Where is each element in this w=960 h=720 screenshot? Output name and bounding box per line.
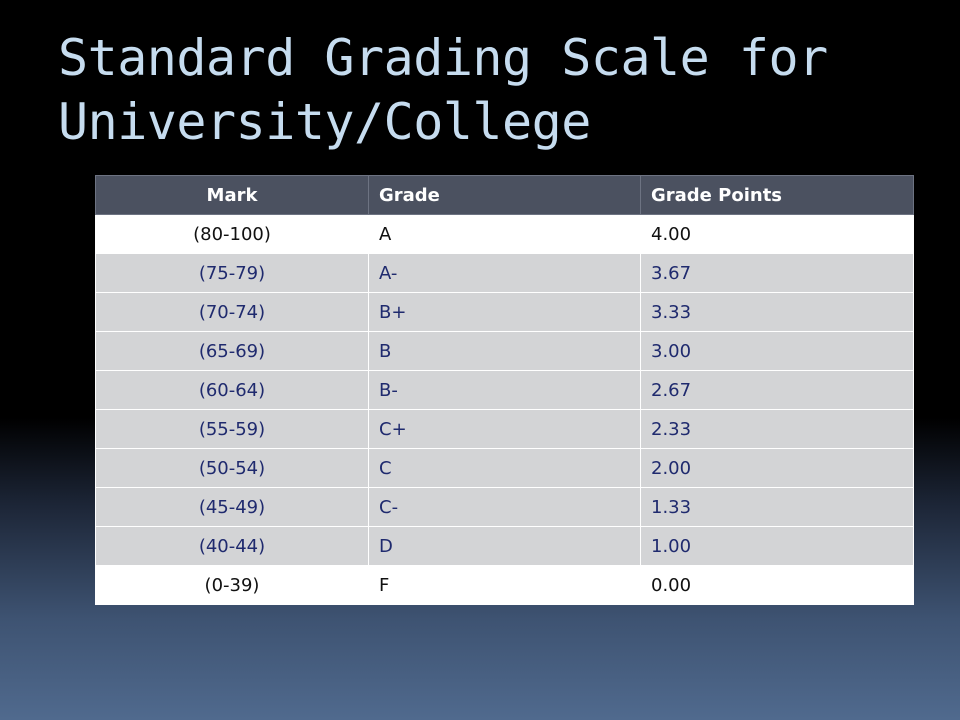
- points-cell: 3.33: [640, 292, 914, 332]
- slide-title: Standard Grading Scale for University/Co…: [58, 26, 918, 154]
- table-row: (60-64) B- 2.67: [95, 370, 914, 410]
- table-row: (75-79) A- 3.67: [95, 253, 914, 293]
- mark-cell: (65-69): [95, 331, 369, 371]
- header-mark: Mark: [95, 175, 369, 215]
- grade-cell: F: [368, 565, 641, 605]
- grade-cell: C-: [368, 487, 641, 527]
- points-cell: 2.67: [640, 370, 914, 410]
- header-grade: Grade: [368, 175, 641, 215]
- table-row: (40-44) D 1.00: [95, 526, 914, 566]
- mark-cell: (60-64): [95, 370, 369, 410]
- mark-cell: (40-44): [95, 526, 369, 566]
- mark-cell: (50-54): [95, 448, 369, 488]
- table-row: (0-39) F 0.00: [95, 565, 914, 605]
- grade-cell: A-: [368, 253, 641, 293]
- mark-cell: (80-100): [95, 214, 369, 254]
- mark-cell: (55-59): [95, 409, 369, 449]
- grade-cell: C: [368, 448, 641, 488]
- table-row: (70-74) B+ 3.33: [95, 292, 914, 332]
- table-row: (45-49) C- 1.33: [95, 487, 914, 527]
- points-cell: 1.33: [640, 487, 914, 527]
- table-row: (80-100) A 4.00: [95, 214, 914, 254]
- points-cell: 2.00: [640, 448, 914, 488]
- table-header-row: Mark Grade Grade Points: [95, 175, 914, 215]
- mark-cell: (70-74): [95, 292, 369, 332]
- mark-cell: (75-79): [95, 253, 369, 293]
- points-cell: 3.67: [640, 253, 914, 293]
- points-cell: 4.00: [640, 214, 914, 254]
- points-cell: 2.33: [640, 409, 914, 449]
- points-cell: 0.00: [640, 565, 914, 605]
- grade-cell: B+: [368, 292, 641, 332]
- table-row: (50-54) C 2.00: [95, 448, 914, 488]
- points-cell: 1.00: [640, 526, 914, 566]
- grade-cell: B-: [368, 370, 641, 410]
- grade-cell: C+: [368, 409, 641, 449]
- slide-title-line-2: University/College: [58, 93, 591, 151]
- table-row: (55-59) C+ 2.33: [95, 409, 914, 449]
- header-grade-points: Grade Points: [640, 175, 914, 215]
- slide-title-line-1: Standard Grading Scale for: [58, 29, 828, 87]
- mark-cell: (45-49): [95, 487, 369, 527]
- grade-cell: A: [368, 214, 641, 254]
- mark-cell: (0-39): [95, 565, 369, 605]
- points-cell: 3.00: [640, 331, 914, 371]
- table-row: (65-69) B 3.00: [95, 331, 914, 371]
- grade-cell: D: [368, 526, 641, 566]
- grade-cell: B: [368, 331, 641, 371]
- grading-scale-table: Mark Grade Grade Points (80-100) A 4.00 …: [95, 175, 914, 605]
